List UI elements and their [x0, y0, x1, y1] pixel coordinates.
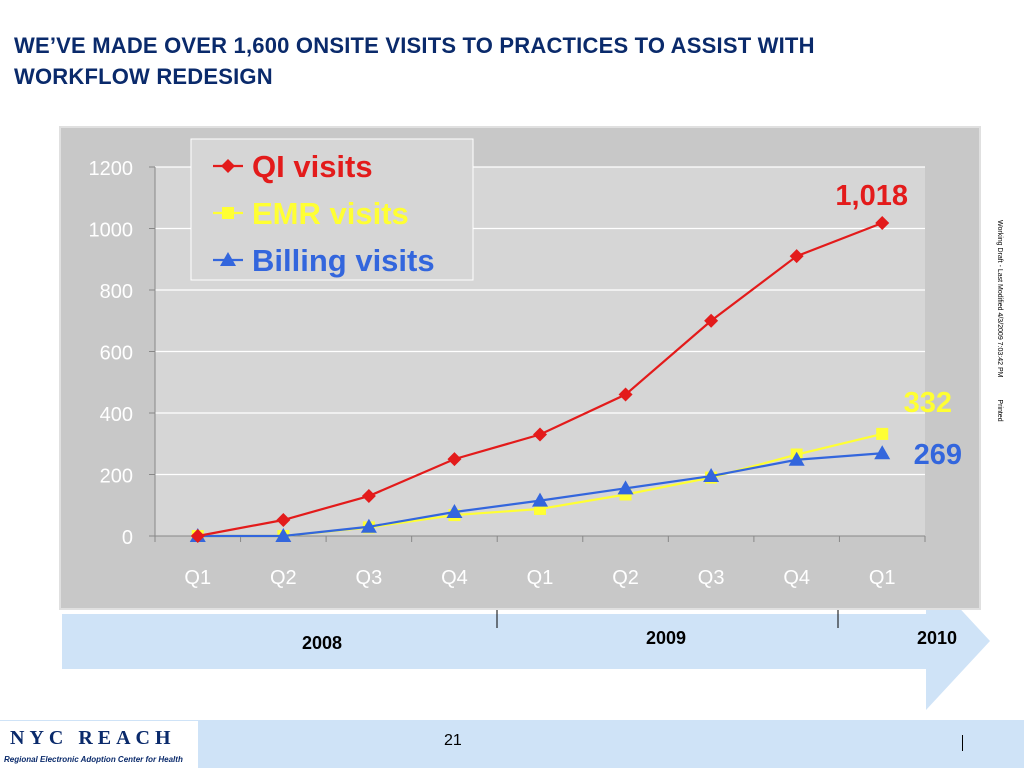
y-tick-label: 1200: [89, 158, 134, 180]
y-tick-label: 0: [122, 527, 133, 549]
data-point: [703, 468, 720, 483]
x-tick-label: Q4: [783, 567, 810, 589]
x-tick-label: Q3: [698, 567, 725, 589]
y-tick-label: 400: [100, 404, 133, 426]
x-tick-label: Q2: [270, 567, 297, 589]
logo: NYC REACH Regional Electronic Adoption C…: [0, 720, 198, 769]
legend-marker: [220, 252, 236, 266]
timeline-arrow-shape: [62, 572, 990, 710]
data-point: [275, 528, 292, 542]
page-number: 21: [444, 732, 462, 749]
data-point: [874, 445, 891, 460]
y-tick-label: 1000: [89, 220, 134, 242]
data-point: [875, 215, 890, 230]
x-tick-label: Q4: [441, 567, 468, 589]
legend-box: [190, 138, 474, 281]
data-point: [876, 427, 889, 440]
data-point: [617, 480, 634, 495]
data-point: [788, 451, 805, 466]
end-value-label: 1,018: [835, 180, 908, 212]
end-value-label: 269: [914, 439, 962, 471]
data-point: [360, 518, 377, 533]
end-value-label: 332: [904, 387, 952, 419]
footer-divider: [962, 735, 963, 751]
x-tick-label: Q1: [184, 567, 211, 589]
year-label-2010: 2010: [917, 628, 958, 648]
data-point: [276, 513, 291, 528]
data-point: [618, 387, 633, 402]
y-tick-label: 600: [100, 343, 133, 365]
year-label-2009: 2009: [646, 628, 687, 648]
y-tick-label: 200: [100, 466, 133, 488]
data-point: [447, 452, 462, 467]
logo-title: NYC REACH: [10, 727, 176, 749]
page-title: WE’VE MADE OVER 1,600 ONSITE VISITS TO P…: [14, 33, 815, 89]
logo-subtitle: Regional Electronic Adoption Center for …: [4, 755, 183, 764]
x-tick-label: Q1: [527, 567, 554, 589]
x-tick-label: Q3: [356, 567, 383, 589]
data-point: [190, 529, 205, 543]
year-label-2008: 2008: [302, 633, 343, 653]
legend-marker: [221, 159, 235, 173]
data-point: [361, 489, 376, 504]
legend-label: EMR visits: [252, 196, 409, 231]
legend-label: Billing visits: [252, 243, 435, 278]
x-tick-label: Q1: [869, 567, 896, 589]
data-point: [533, 427, 547, 442]
legend-marker: [222, 207, 234, 219]
chart-panel-shadow: [59, 126, 981, 610]
data-point: [446, 504, 463, 519]
data-point: [532, 492, 548, 507]
data-point: [704, 313, 719, 328]
legend-label: QI visits: [252, 149, 373, 184]
y-tick-label: 800: [100, 281, 133, 303]
data-point: [789, 249, 804, 264]
x-tick-label: Q2: [612, 567, 639, 589]
